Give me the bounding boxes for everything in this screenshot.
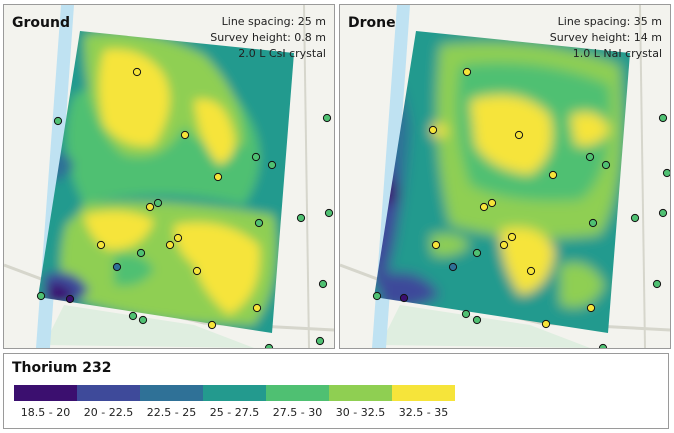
sample-point [132,67,142,77]
survey-height-text: Survey height: 0.8 m [210,31,326,44]
sample-point [372,291,382,301]
legend-item: 18.5 - 20 [14,385,77,419]
sample-point [588,218,598,228]
sample-point [207,320,217,330]
sample-point [472,248,482,258]
sample-points [372,67,670,348]
sample-point [324,208,334,218]
field-area [44,305,254,348]
road-line [639,5,646,348]
sample-point [431,240,441,250]
sample-point [112,262,122,272]
legend-item: 30 - 32.5 [329,385,392,419]
sample-point [548,170,558,180]
legend-swatch [77,385,140,401]
sample-point [652,279,662,289]
sample-point [585,152,595,162]
sample-point [173,233,183,243]
sample-point [128,311,138,321]
sample-point [399,293,409,303]
road-line [303,5,310,348]
drone-map [340,5,670,348]
sample-point [322,113,332,123]
legend-swatch [14,385,77,401]
legend-swatch [140,385,203,401]
legend: Thorium 232 18.5 - 20 20 - 22.5 22.5 - 25 2… [3,353,669,429]
sample-point [153,198,163,208]
legend-swatch [266,385,329,401]
crystal-text: 2.0 L CsI crystal [238,47,326,60]
sample-point [658,113,668,123]
sample-point [598,343,608,348]
sample-point [630,213,640,223]
legend-label: 32.5 - 35 [398,406,449,419]
sample-point [145,202,155,212]
sample-point [541,319,551,329]
legend-color-bar: 18.5 - 20 20 - 22.5 22.5 - 25 25 - 27.5 27.5… [14,385,455,419]
sample-point [507,232,517,242]
legend-label: 25 - 27.5 [209,406,260,419]
sample-point [526,266,536,276]
legend-label: 18.5 - 20 [20,406,71,419]
sample-point [267,160,277,170]
sample-point [586,303,596,313]
legend-item: 25 - 27.5 [203,385,266,419]
sample-point [658,208,668,218]
map-panel-ground: Ground Line spacing: 25 m Survey height:… [3,4,335,349]
sample-point [487,198,497,208]
legend-swatch [392,385,455,401]
legend-swatch [203,385,266,401]
legend-label: 27.5 - 30 [272,406,323,419]
line-spacing-text: Line spacing: 25 m [221,15,326,28]
sample-point [252,303,262,313]
survey-height-text: Survey height: 14 m [549,31,662,44]
sample-point [296,213,306,223]
ground-map [4,5,334,348]
sample-point [53,116,63,126]
sample-point [662,168,670,178]
legend-item: 27.5 - 30 [266,385,329,419]
sample-point [461,309,471,319]
panel-title: Drone [348,15,396,31]
sample-point [192,266,202,276]
sample-point [96,240,106,250]
legend-item: 22.5 - 25 [140,385,203,419]
crystal-text: 1.0 L NaI crystal [572,47,662,60]
legend-item: 20 - 22.5 [77,385,140,419]
sample-point [315,336,325,346]
thorium-raster-ground [38,31,294,333]
sample-point [36,291,46,301]
sample-point [601,160,611,170]
legend-label: 30 - 32.5 [335,406,386,419]
legend-swatch [329,385,392,401]
sample-point [472,315,482,325]
sample-point [264,343,274,348]
sample-point [65,294,75,304]
sample-point [462,67,472,77]
legend-title: Thorium 232 [12,360,112,376]
legend-label: 22.5 - 25 [146,406,197,419]
line-spacing-text: Line spacing: 35 m [557,15,662,28]
sample-point [514,130,524,140]
sample-point [479,202,489,212]
sample-point [180,130,190,140]
legend-label: 20 - 22.5 [83,406,134,419]
sample-point [138,315,148,325]
survey-info: Line spacing: 25 m Survey height: 0.8 m … [210,14,326,62]
sample-point [136,248,146,258]
sample-point [213,172,223,182]
survey-info: Line spacing: 35 m Survey height: 14 m 1… [550,14,662,62]
sample-point [428,125,438,135]
sample-point [318,279,328,289]
panel-title: Ground [12,15,70,31]
sample-point [165,240,175,250]
map-panel-drone: Drone Line spacing: 35 m Survey height: … [339,4,671,349]
sample-point [499,240,509,250]
sample-point [251,152,261,162]
legend-item: 32.5 - 35 [392,385,455,419]
sample-point [448,262,458,272]
sample-point [254,218,264,228]
sample-points [36,67,334,348]
field-area [380,305,590,348]
